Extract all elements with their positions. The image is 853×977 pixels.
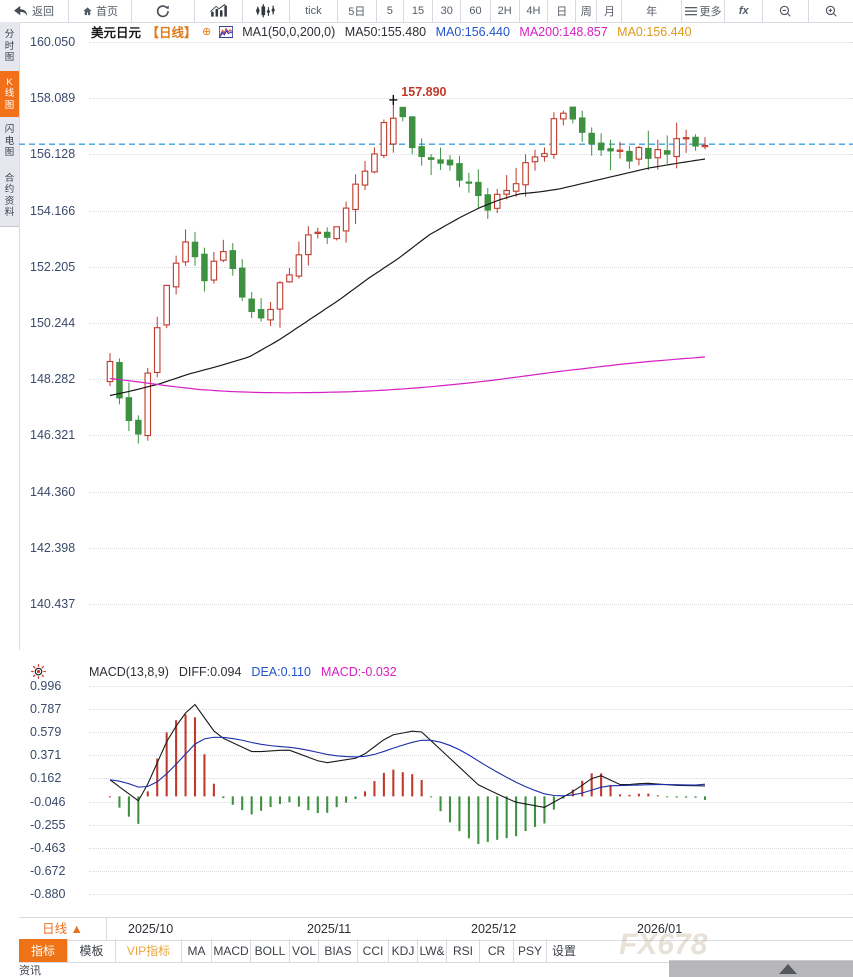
svg-text:157.890: 157.890 [401,85,446,99]
